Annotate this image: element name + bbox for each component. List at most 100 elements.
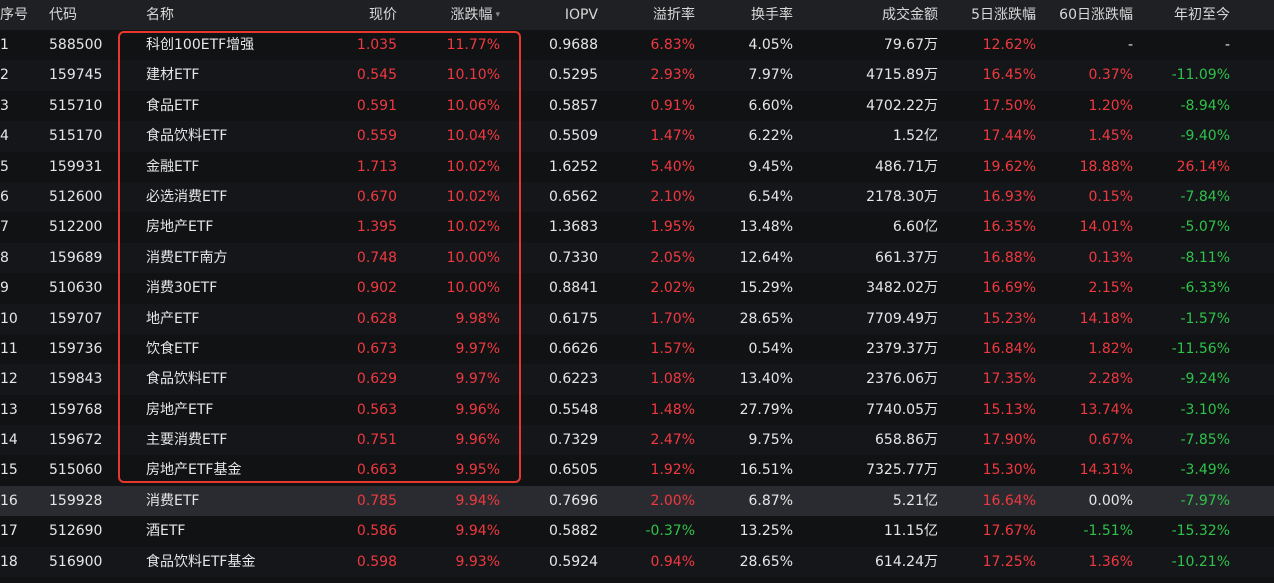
row-ytd: -11.09% <box>1171 67 1230 84</box>
row-iopv: 0.5882 <box>549 523 598 540</box>
row-name: 房地产ETF基金 <box>146 462 242 479</box>
row-60d-change: 1.82% <box>1088 340 1133 357</box>
row-turnover: 4.05% <box>748 37 793 53</box>
row-ytd: -9.40% <box>1180 128 1230 145</box>
row-60d-change: 2.28% <box>1088 371 1133 388</box>
table-row[interactable]: 6 512600 必选消费ETF 0.670 10.02% 0.6562 2.10% 6.54… <box>0 181 1274 213</box>
row-premium: 1.95% <box>650 219 695 236</box>
sort-descending-icon[interactable]: ▾ <box>495 10 500 20</box>
row-iopv: 0.7696 <box>549 492 598 509</box>
row-change: 10.10% <box>446 67 500 84</box>
row-turnover: 7.97% <box>748 67 793 84</box>
row-premium: 1.08% <box>650 371 695 388</box>
row-code: 588500 <box>49 37 103 53</box>
column-header-volume[interactable]: 成交金额 <box>882 7 938 23</box>
row-iopv: 0.6505 <box>549 462 598 479</box>
row-name: 主要消费ETF <box>146 432 228 449</box>
row-iopv: 0.5924 <box>549 553 598 570</box>
row-price: 0.559 <box>356 128 397 145</box>
row-index: 6 <box>0 188 9 205</box>
row-volume: 79.67万 <box>883 37 938 53</box>
row-index: 3 <box>0 97 9 114</box>
row-turnover: 13.25% <box>739 523 793 540</box>
row-price: 0.545 <box>356 67 397 84</box>
row-price: 0.785 <box>356 492 397 509</box>
row-code: 515060 <box>49 462 103 479</box>
row-price: 0.748 <box>356 249 397 266</box>
row-60d-change: 0.67% <box>1088 432 1133 449</box>
table-row[interactable]: 2 159745 建材ETF 0.545 10.10% 0.5295 2.93% 7.97% 4… <box>0 60 1274 91</box>
row-60d-change: 2.15% <box>1088 280 1133 297</box>
row-name: 消费ETF <box>146 492 200 509</box>
row-price: 0.663 <box>356 462 397 479</box>
column-header-change-label: 涨跌幅 <box>450 7 493 23</box>
row-name: 饮食ETF <box>146 340 200 357</box>
row-5d-change: 12.62% <box>982 37 1036 53</box>
column-header-5d-change[interactable]: 5日涨跌幅 <box>971 7 1036 23</box>
row-5d-change: 16.84% <box>982 340 1036 357</box>
row-60d-change: 0.13% <box>1088 249 1133 266</box>
row-iopv: 0.6223 <box>549 371 598 388</box>
row-60d-change: 0.00% <box>1088 492 1133 509</box>
row-index: 17 <box>0 523 18 540</box>
table-row[interactable]: 3 515710 食品ETF 0.591 10.06% 0.5857 0.91% 6.60% 4… <box>0 91 1274 121</box>
row-iopv: 0.6626 <box>549 340 598 357</box>
row-5d-change: 15.13% <box>982 401 1036 418</box>
row-name: 地产ETF <box>146 310 200 327</box>
table-row[interactable]: 1 588500 科创100ETF增强 1.035 11.77% 0.9688 6.83% 4… <box>0 30 1274 60</box>
row-60d-change: 1.36% <box>1088 553 1133 570</box>
row-premium: 2.93% <box>650 67 695 84</box>
table-row[interactable]: 4 515170 食品饮料ETF 0.559 10.04% 0.5509 1.47% 6.22… <box>0 121 1274 152</box>
row-5d-change: 17.25% <box>982 553 1036 570</box>
table-row[interactable]: 8 159689 消费ETF南方 0.748 10.00% 0.7330 2.05% 12.6… <box>0 242 1274 274</box>
row-turnover: 0.54% <box>748 340 793 357</box>
row-volume: 7325.77万 <box>866 462 938 479</box>
row-iopv: 1.3683 <box>549 219 598 236</box>
row-price: 1.395 <box>356 219 397 236</box>
row-name: 食品饮料ETF基金 <box>146 553 256 570</box>
row-index: 10 <box>0 310 18 327</box>
table-row[interactable]: 11 159736 饮食ETF 0.673 9.97% 0.6626 1.57% 0.54% 2… <box>0 334 1274 364</box>
table-row[interactable]: 5 159931 金融ETF 1.713 10.02% 1.6252 5.40% 9.45% 4… <box>0 152 1274 182</box>
table-row[interactable]: 14 159672 主要消费ETF 0.751 9.96% 0.7329 2.47% 9.75… <box>0 425 1274 456</box>
table-row[interactable]: 9 510630 消费30ETF 0.902 10.00% 0.8841 2.02% 15.2… <box>0 273 1274 303</box>
table-row[interactable]: 18 516900 食品饮料ETF基金 0.598 9.93% 0.5924 0.94% 28… <box>0 546 1274 578</box>
row-5d-change: 16.88% <box>982 249 1036 266</box>
row-turnover: 6.54% <box>748 188 793 205</box>
column-header-iopv[interactable]: IOPV <box>564 7 598 23</box>
column-header-code[interactable]: 代码 <box>49 7 77 23</box>
column-header-change[interactable]: 涨跌幅 ▾ <box>405 0 500 30</box>
table-row[interactable]: 10 159707 地产ETF 0.628 9.98% 0.6175 1.70% 28.65%… <box>0 303 1274 334</box>
table-row[interactable]: 7 512200 房地产ETF 1.395 10.02% 1.3683 1.95% 13.48… <box>0 212 1274 242</box>
row-change: 9.96% <box>455 432 500 449</box>
row-iopv: 0.6175 <box>549 310 598 327</box>
row-index: 14 <box>0 432 18 449</box>
row-ytd: -10.21% <box>1171 553 1230 570</box>
row-premium: 6.83% <box>650 37 695 53</box>
table-row[interactable]: 15 515060 房地产ETF基金 0.663 9.95% 0.6505 1.92% 16.… <box>0 455 1274 485</box>
row-name: 食品饮料ETF <box>146 128 228 145</box>
column-header-60d-change[interactable]: 60日涨跌幅 <box>1059 7 1133 23</box>
row-premium: 1.92% <box>650 462 695 479</box>
column-header-premium[interactable]: 溢折率 <box>653 7 695 23</box>
row-premium: 1.47% <box>650 128 695 145</box>
row-volume: 661.37万 <box>875 249 938 266</box>
column-header-ytd[interactable]: 年初至今 <box>1174 7 1230 23</box>
column-header-idx[interactable]: 序号 <box>0 7 28 23</box>
row-premium: 5.40% <box>650 158 695 175</box>
row-name: 科创100ETF增强 <box>146 37 255 53</box>
row-change: 9.98% <box>455 310 500 327</box>
column-header-name[interactable]: 名称 <box>146 7 174 23</box>
table-row[interactable]: 13 159768 房地产ETF 0.563 9.96% 0.5548 1.48% 27.79… <box>0 395 1274 425</box>
table-row[interactable]: 12 159843 食品饮料ETF 0.629 9.97% 0.6223 1.08% 13.4… <box>0 364 1274 395</box>
row-5d-change: 16.93% <box>982 188 1036 205</box>
row-turnover: 28.65% <box>739 310 793 327</box>
table-row[interactable]: 17 512690 酒ETF 0.586 9.94% 0.5882 -0.37% 13.25%… <box>0 516 1274 546</box>
row-change: 10.02% <box>446 219 500 236</box>
table-row[interactable]: 16 159928 消费ETF 0.785 9.94% 0.7696 2.00% 6.87% 5… <box>0 485 1274 517</box>
row-name: 食品ETF <box>146 97 200 114</box>
column-header-turnover[interactable]: 换手率 <box>751 7 793 23</box>
row-turnover: 6.60% <box>748 97 793 114</box>
row-5d-change: 16.64% <box>982 492 1036 509</box>
column-header-price[interactable]: 现价 <box>369 7 397 23</box>
